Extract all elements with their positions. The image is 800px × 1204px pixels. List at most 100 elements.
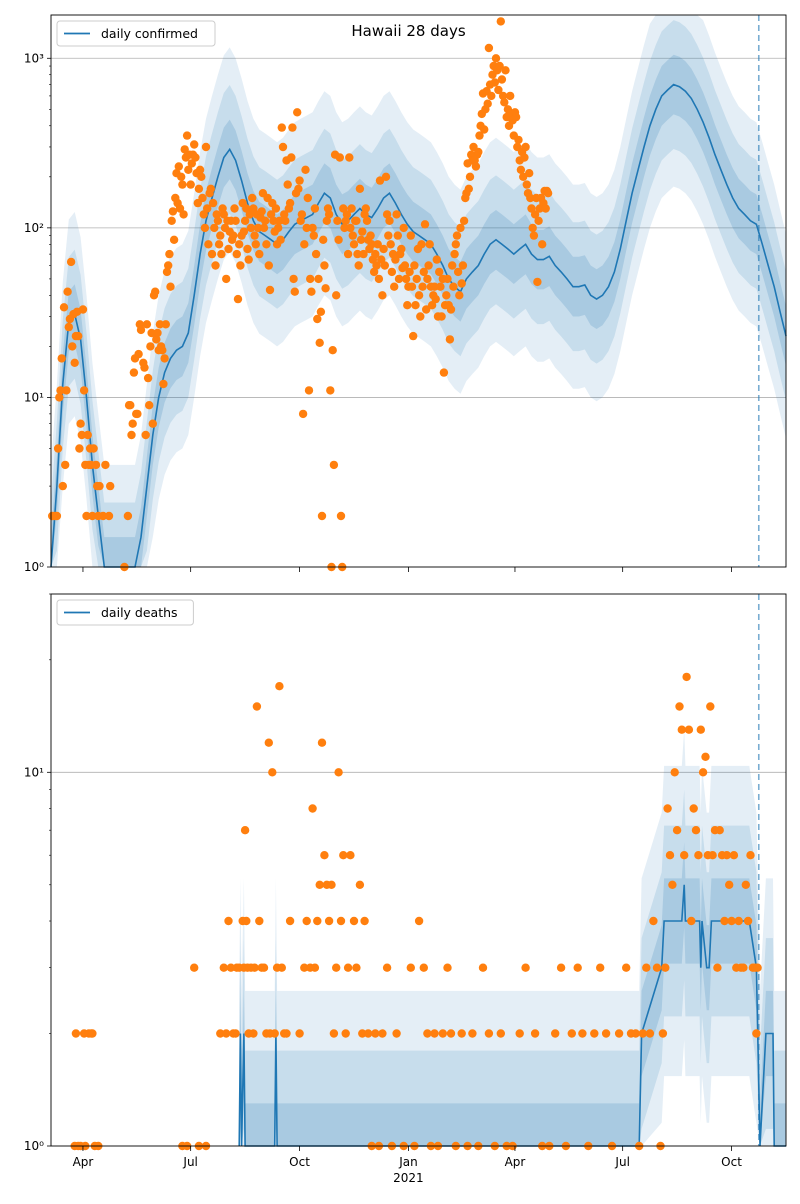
data-point <box>378 291 387 300</box>
data-point <box>82 511 91 521</box>
data-point <box>182 131 192 140</box>
legend-label: daily confirmed <box>101 26 198 41</box>
data-point <box>310 963 320 972</box>
data-point <box>720 916 729 926</box>
data-point <box>60 460 70 470</box>
data-point <box>439 368 449 377</box>
data-point <box>465 172 475 181</box>
data-point <box>324 916 334 926</box>
data-point <box>374 274 384 284</box>
data-point <box>743 916 753 926</box>
data-point <box>53 444 63 453</box>
data-point <box>148 419 157 428</box>
data-point <box>321 284 330 293</box>
data-point <box>300 963 309 972</box>
data-point <box>70 358 79 367</box>
data-point <box>446 305 456 314</box>
data-point <box>129 368 139 377</box>
data-point <box>303 193 312 203</box>
legend-box <box>56 599 194 626</box>
data-point <box>455 291 464 300</box>
data-point <box>573 963 582 972</box>
data-point <box>317 738 327 747</box>
data-point <box>162 267 172 277</box>
data-point <box>423 274 432 284</box>
data-point <box>339 851 348 860</box>
axes-frame <box>50 593 787 1147</box>
data-point <box>409 331 418 341</box>
data-point <box>387 267 397 277</box>
data-point <box>178 180 187 189</box>
data-point <box>658 1029 668 1038</box>
data-point <box>448 261 457 270</box>
data-point <box>246 223 256 233</box>
data-point <box>356 235 366 244</box>
data-point <box>375 176 385 185</box>
data-point <box>226 963 236 972</box>
x-tick-label: Oct <box>289 1155 310 1169</box>
data-point <box>367 240 376 249</box>
data-point <box>285 198 295 208</box>
data-point <box>313 314 322 324</box>
data-point <box>310 204 320 213</box>
data-point <box>341 1029 350 1038</box>
data-point <box>394 274 404 284</box>
chart-title: Hawaii 28 days <box>351 22 465 40</box>
data-point <box>498 91 508 101</box>
data-point <box>68 342 77 351</box>
data-point <box>98 511 108 521</box>
data-point <box>313 916 322 926</box>
data-point <box>294 184 303 193</box>
data-point <box>378 1029 387 1038</box>
data-point <box>682 672 691 682</box>
data-point <box>336 511 346 521</box>
data-point <box>725 880 734 889</box>
data-point <box>371 1029 380 1038</box>
data-point <box>358 1029 367 1038</box>
data-point <box>257 207 266 216</box>
data-point <box>722 851 731 860</box>
data-point <box>601 1029 611 1038</box>
data-point <box>255 249 264 259</box>
data-point <box>371 249 380 259</box>
data-point <box>483 99 492 108</box>
data-point <box>359 249 368 259</box>
data-point <box>341 216 350 225</box>
data-point <box>295 1029 304 1038</box>
data-point <box>324 210 334 219</box>
data-point <box>287 153 296 162</box>
legend-label: daily deaths <box>101 605 178 620</box>
data-point <box>672 826 682 835</box>
data-point <box>698 768 708 777</box>
data-point <box>134 349 143 359</box>
data-point <box>296 216 305 225</box>
data-point <box>89 444 98 453</box>
data-point <box>753 963 762 972</box>
data-point <box>397 244 406 254</box>
data-point <box>167 216 176 225</box>
panel-daily-confirmed: 10⁰ 10¹ 10² 10³ Hawaii 28 days daily confirme… <box>24 14 787 574</box>
data-point <box>430 282 439 291</box>
data-point <box>328 346 337 355</box>
data-point <box>278 142 288 152</box>
data-point <box>521 142 530 152</box>
data-point <box>475 131 484 140</box>
data-point <box>443 963 452 972</box>
data-point <box>165 249 174 259</box>
data-point <box>145 401 154 410</box>
data-point <box>478 963 488 972</box>
data-point <box>551 1029 560 1038</box>
data-point <box>71 1029 81 1038</box>
data-point <box>255 916 264 926</box>
data-point <box>364 1029 373 1038</box>
data-point <box>391 255 400 264</box>
data-point <box>392 210 401 219</box>
data-point <box>240 216 250 225</box>
data-point <box>741 880 750 889</box>
data-point <box>410 261 419 270</box>
data-point <box>381 172 391 181</box>
data-point <box>231 1029 240 1038</box>
data-point <box>191 153 200 162</box>
data-point <box>249 1029 258 1038</box>
